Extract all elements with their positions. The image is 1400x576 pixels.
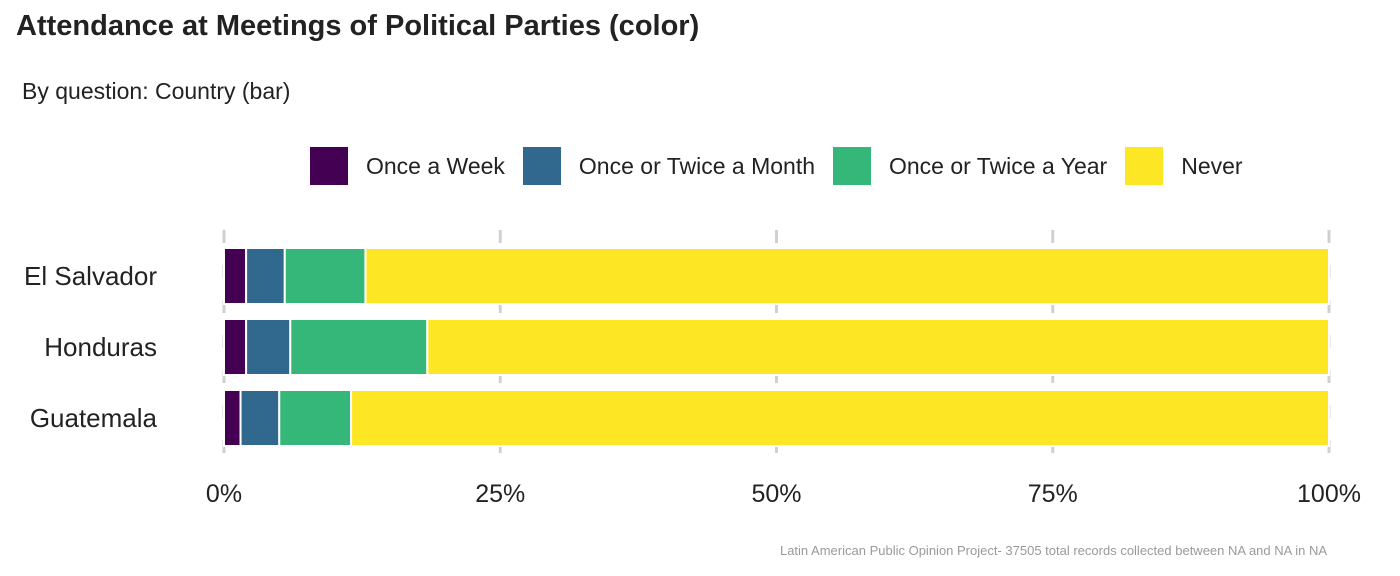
- x-tick-label: 100%: [1297, 480, 1361, 508]
- legend-label: Never: [1181, 152, 1243, 179]
- legend-swatch: [1125, 147, 1164, 185]
- y-tick-label: Guatemala: [30, 403, 158, 433]
- bar-segment: [245, 247, 286, 305]
- x-tick-label: 25%: [475, 480, 525, 508]
- x-tick-label: 0%: [206, 480, 242, 508]
- legend-item-once-or-twice-a-year: Once or Twice a Year: [833, 147, 1107, 185]
- legend-swatch: [310, 147, 348, 185]
- legend-item-once-a-week: Once a Week: [310, 147, 505, 185]
- x-tick-label: 50%: [751, 480, 801, 508]
- legend: Once a Week Once or Twice a Month Once o…: [310, 146, 1261, 186]
- legend-swatch: [833, 147, 871, 185]
- bar-segment: [289, 318, 429, 376]
- y-tick-label: El Salvador: [24, 261, 157, 291]
- bar-segment: [278, 389, 353, 447]
- legend-label: Once a Week: [366, 152, 505, 179]
- y-tick-label: Honduras: [44, 332, 157, 362]
- legend-label: Once or Twice a Year: [889, 152, 1108, 179]
- bar-segment: [364, 247, 1330, 305]
- chart-caption: Latin American Public Opinion Project- 3…: [779, 543, 1327, 558]
- x-tick-label: 75%: [1028, 480, 1078, 508]
- bar-segment: [223, 389, 242, 447]
- legend-item-once-or-twice-a-month: Once or Twice a Month: [522, 147, 815, 185]
- bar-segment: [350, 389, 1330, 447]
- bar-segment: [245, 318, 292, 376]
- chart-subtitle: By question: Country (bar): [22, 78, 291, 104]
- legend-swatch: [522, 147, 561, 185]
- chart-title: Attendance at Meetings of Political Part…: [16, 10, 700, 42]
- bar-segment: [426, 318, 1330, 376]
- legend-label: Once or Twice a Month: [578, 152, 815, 179]
- bar-segment: [223, 247, 248, 305]
- bar-segment: [239, 389, 281, 447]
- legend-item-never: Never: [1125, 147, 1243, 185]
- bar-segment: [283, 247, 367, 305]
- bar-segment: [223, 318, 248, 376]
